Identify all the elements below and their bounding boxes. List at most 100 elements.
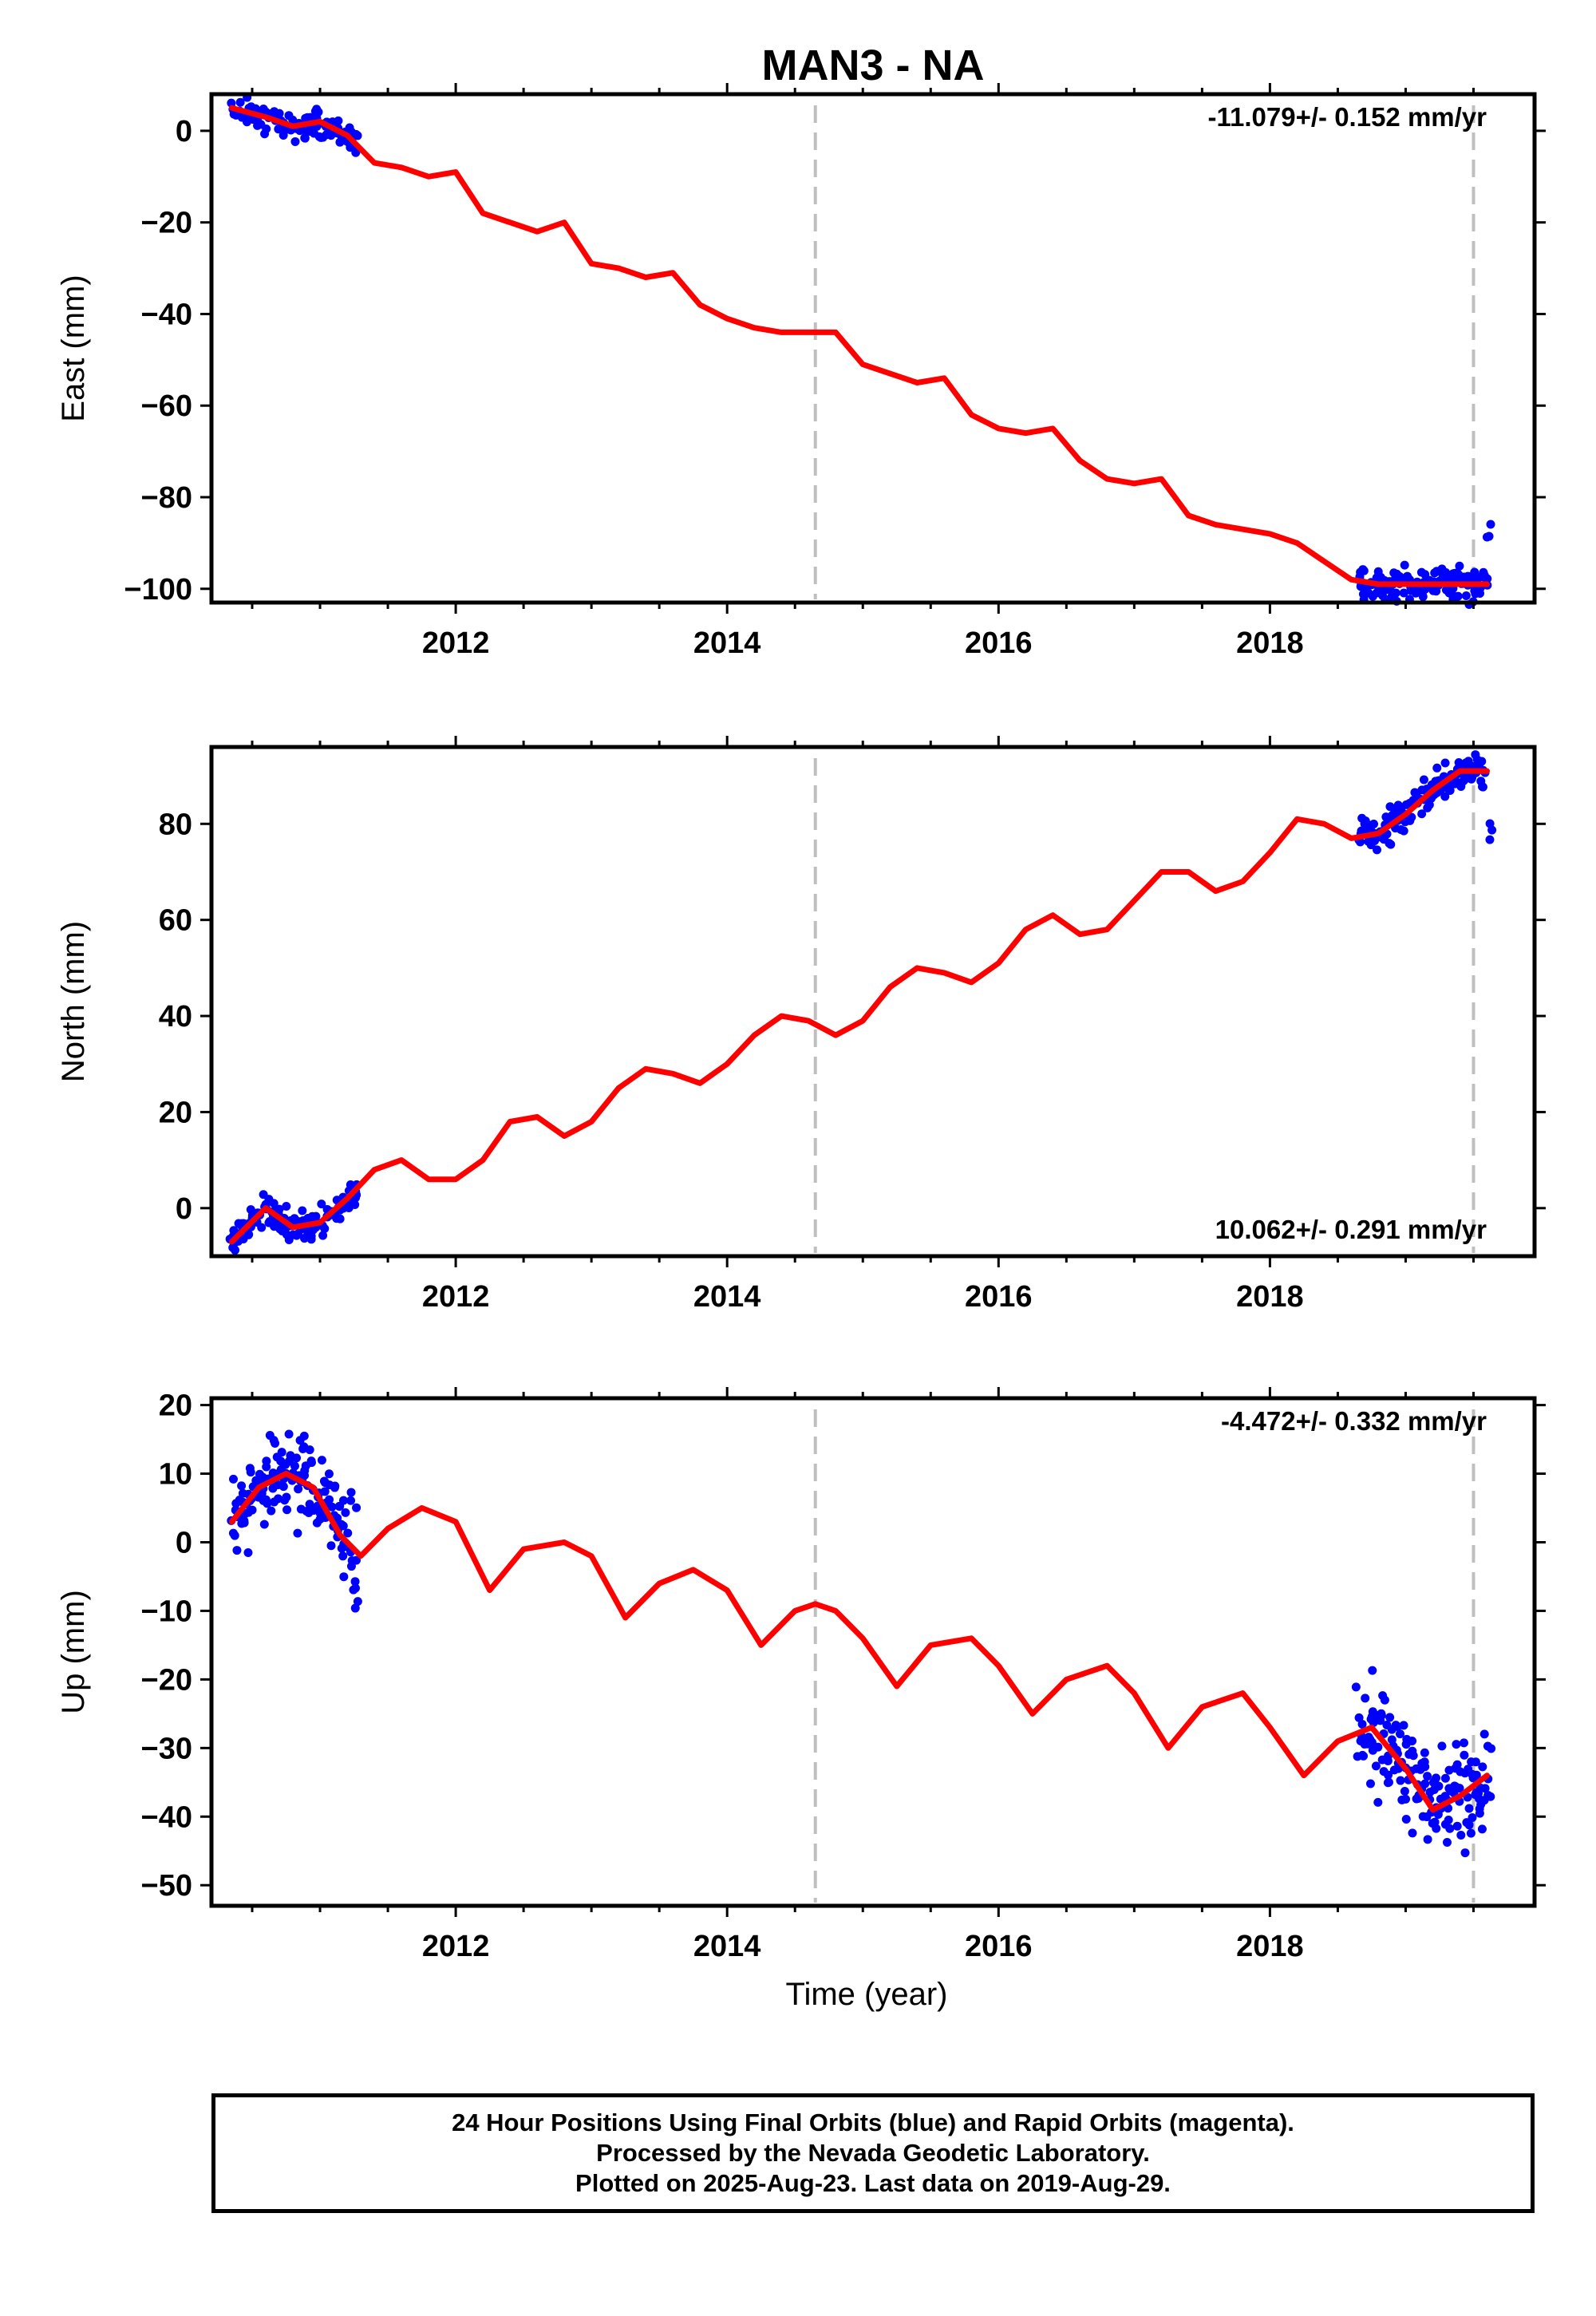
observation-point (330, 1483, 339, 1492)
panel-east: 0 −20 −40 −60 −80 −100 2012 2014 2016 2018 East (m… (56, 83, 1546, 660)
observation-point (350, 1199, 360, 1209)
observation-point (1385, 1713, 1395, 1722)
plot-frame (209, 1396, 1537, 1908)
observation-point (282, 1505, 292, 1515)
x-tick-label: 2016 (965, 1280, 1033, 1314)
observation-point (1418, 592, 1428, 602)
plot-frame (209, 745, 1537, 1259)
observation-point (1424, 800, 1434, 809)
observation-point (1383, 1756, 1393, 1765)
observation-point (318, 1231, 328, 1240)
observation-point (284, 1429, 294, 1439)
observation-point (1460, 1848, 1470, 1858)
observation-point (1485, 835, 1495, 844)
observation-point (1396, 1729, 1405, 1739)
observation-point (1408, 1828, 1417, 1838)
observation-points (227, 1429, 1496, 1858)
observation-point (1464, 1804, 1474, 1813)
observation-point (1455, 561, 1464, 571)
observation-point (341, 1508, 350, 1517)
observation-point (1377, 1710, 1386, 1720)
observation-point (320, 1224, 330, 1234)
observation-point (1472, 1770, 1481, 1780)
observation-point (1459, 1738, 1468, 1748)
observation-point (232, 1546, 242, 1555)
observation-point (1359, 566, 1369, 575)
observation-point (350, 1577, 360, 1587)
observation-point (1468, 1813, 1477, 1823)
observation-point (1419, 775, 1428, 785)
observation-point (1466, 1828, 1476, 1838)
observation-point (294, 1484, 303, 1494)
observation-point (1445, 1824, 1455, 1833)
y-tick-label: 20 (159, 1389, 192, 1423)
x-tick-label: 2018 (1236, 1930, 1304, 1963)
y-tick-label: 60 (159, 904, 192, 938)
model-fit-line (229, 1471, 1490, 1813)
y-tick-label: 10 (159, 1458, 192, 1492)
observation-point (1478, 782, 1487, 792)
model-fit-line (229, 105, 1490, 587)
observation-point (1401, 1815, 1411, 1824)
y-tick-label: 0 (176, 115, 192, 148)
observation-point (1357, 1750, 1367, 1760)
observation-point (324, 1469, 334, 1479)
observation-point (1442, 1838, 1452, 1848)
panel-up: 20 10 0 −10 −20 −30 −40 −50 2012 2014 2016 2018 Up (… (56, 1387, 1546, 2012)
observation-point (231, 1245, 240, 1255)
observation-point (1440, 792, 1450, 801)
x-tick-label: 2014 (693, 1930, 761, 1963)
observation-point (282, 1201, 291, 1211)
observation-point (1443, 784, 1452, 793)
observation-point (326, 1541, 336, 1551)
observation-point (306, 1458, 316, 1468)
observation-point (259, 1520, 269, 1529)
observation-point (1460, 1750, 1469, 1760)
observation-point (1407, 812, 1416, 822)
x-tick-label: 2012 (422, 1930, 490, 1963)
observation-point (1478, 1762, 1487, 1772)
x-tick-label: 2016 (965, 1930, 1033, 1963)
observation-point (1482, 532, 1491, 542)
observation-point (1474, 1788, 1483, 1798)
y-tick-label: −20 (141, 207, 192, 240)
observation-point (1368, 1666, 1377, 1675)
observation-point (269, 1436, 279, 1445)
observation-point (334, 116, 343, 125)
observation-point (1464, 1820, 1474, 1830)
observation-point (1351, 1682, 1361, 1692)
observation-point (1399, 1721, 1408, 1730)
observation-point (277, 1448, 286, 1457)
observation-point (282, 1492, 291, 1502)
observation-point (262, 1462, 271, 1472)
y-tick-label: −50 (141, 1869, 192, 1903)
observation-point (1479, 1729, 1489, 1739)
observation-point (1371, 1761, 1381, 1771)
observation-points (225, 750, 1497, 1255)
observation-point (239, 1516, 249, 1526)
observation-point (1453, 591, 1463, 601)
y-tick-label: −40 (141, 1800, 192, 1834)
observation-point (1420, 1779, 1430, 1788)
observation-point (1475, 1808, 1484, 1818)
observation-point (1391, 588, 1400, 598)
observation-point (263, 1499, 272, 1508)
x-tick-label: 2012 (422, 1280, 490, 1314)
observation-point (1408, 1737, 1417, 1746)
y-tick-label: −100 (124, 573, 192, 607)
observation-point (1384, 1777, 1393, 1787)
observation-point (1400, 560, 1409, 570)
y-tick-label: 20 (159, 1096, 192, 1129)
observation-point (353, 1597, 362, 1607)
observation-point (269, 1199, 279, 1208)
observation-point (346, 1496, 356, 1505)
observation-point (1384, 1770, 1393, 1780)
observation-point (290, 136, 300, 146)
y-tick-label: −30 (141, 1732, 192, 1765)
observation-point (300, 133, 310, 143)
y-axis-label: East (mm) (56, 275, 91, 421)
observation-point (237, 1481, 247, 1491)
observation-point (1380, 1695, 1389, 1705)
y-tick-label: −10 (141, 1595, 192, 1628)
observation-point (314, 107, 323, 117)
